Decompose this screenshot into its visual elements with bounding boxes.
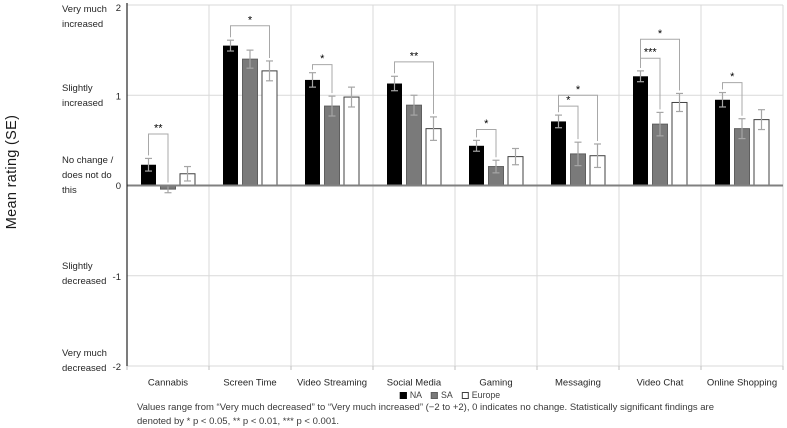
y-axis-tick-label: 2 — [116, 3, 121, 14]
y-axis-tick-label: 0 — [116, 181, 121, 192]
significance-stars: * — [576, 84, 581, 96]
significance-stars: * — [566, 95, 571, 107]
y-axis-descriptor: this — [62, 185, 77, 196]
x-axis-label: Social Media — [387, 378, 442, 389]
bar-europe — [343, 96, 360, 186]
legend-label-sa: SA — [441, 390, 453, 400]
significance-bracket — [558, 105, 579, 140]
y-axis-descriptor: does not do — [62, 170, 112, 181]
y-axis-descriptor: decreased — [62, 276, 106, 287]
significance-bracket — [640, 57, 661, 110]
significance-stars: * — [730, 71, 735, 83]
legend-item-na: NA — [399, 390, 423, 400]
x-axis-label: Cannabis — [148, 378, 188, 389]
legend: NA SA Europe — [399, 390, 501, 400]
caption-line-1: Values range from “Very much decreased” … — [137, 402, 714, 413]
bar-na — [223, 45, 238, 186]
x-axis-label: Messaging — [555, 378, 601, 389]
caption-line-2: denoted by * p < 0.05, ** p < 0.01, *** … — [137, 416, 340, 427]
significance-stars: * — [484, 118, 489, 130]
y-axis-descriptor: Slightly — [62, 83, 93, 94]
y-axis-descriptor: No change / — [62, 155, 114, 166]
x-axis-label: Online Shopping — [707, 378, 777, 389]
bar-na — [141, 164, 156, 186]
legend-item-sa: SA — [431, 390, 453, 400]
bar-sa — [324, 105, 340, 186]
bar-europe — [671, 101, 688, 186]
bar-sa — [406, 104, 422, 186]
bar-na — [551, 121, 566, 186]
x-axis-label: Gaming — [479, 378, 512, 389]
significance-bracket — [476, 129, 497, 158]
significance-bracket — [722, 82, 743, 116]
significance-bracket — [394, 61, 434, 114]
legend-item-europe: Europe — [461, 390, 501, 400]
y-axis-descriptor: increased — [62, 19, 103, 30]
x-axis-label: Video Chat — [637, 378, 684, 389]
bar-na — [387, 83, 402, 186]
significance-stars: ** — [154, 123, 163, 135]
significance-bracket — [558, 94, 598, 141]
y-axis-tick-label: 1 — [116, 92, 121, 103]
legend-label-europe: Europe — [471, 390, 501, 400]
significance-stars: *** — [644, 47, 658, 59]
bar-na — [633, 76, 648, 186]
bar-na — [715, 99, 730, 186]
x-axis-label: Video Streaming — [297, 378, 367, 389]
y-axis-descriptor: increased — [62, 98, 103, 109]
y-axis-descriptor: Slightly — [62, 261, 93, 272]
bar-na — [469, 145, 484, 186]
y-axis-tick-label: -1 — [113, 272, 121, 283]
y-axis-descriptor: Very much — [62, 348, 107, 359]
legend-swatch-sa-icon — [431, 391, 439, 399]
bar-sa — [242, 58, 258, 186]
bar-europe — [261, 70, 278, 186]
figure-caption: Values range from “Very much decreased” … — [137, 401, 785, 428]
legend-label-na: NA — [409, 390, 423, 400]
significance-stars: * — [658, 28, 663, 40]
significance-bracket — [312, 64, 333, 94]
significance-stars: * — [320, 53, 325, 65]
significance-bracket — [640, 38, 680, 91]
significance-bracket — [230, 25, 270, 58]
x-axis-label: Screen Time — [223, 378, 276, 389]
legend-swatch-europe-icon — [461, 391, 469, 399]
significance-stars: * — [248, 14, 253, 26]
significance-stars: ** — [410, 50, 419, 62]
y-axis-tick-label: -2 — [113, 362, 121, 373]
y-axis-descriptor: Very much — [62, 4, 107, 15]
y-axis-descriptor: decreased — [62, 363, 106, 374]
legend-swatch-na-icon — [399, 391, 407, 399]
bar-na — [305, 79, 320, 186]
significance-bracket — [148, 133, 169, 183]
